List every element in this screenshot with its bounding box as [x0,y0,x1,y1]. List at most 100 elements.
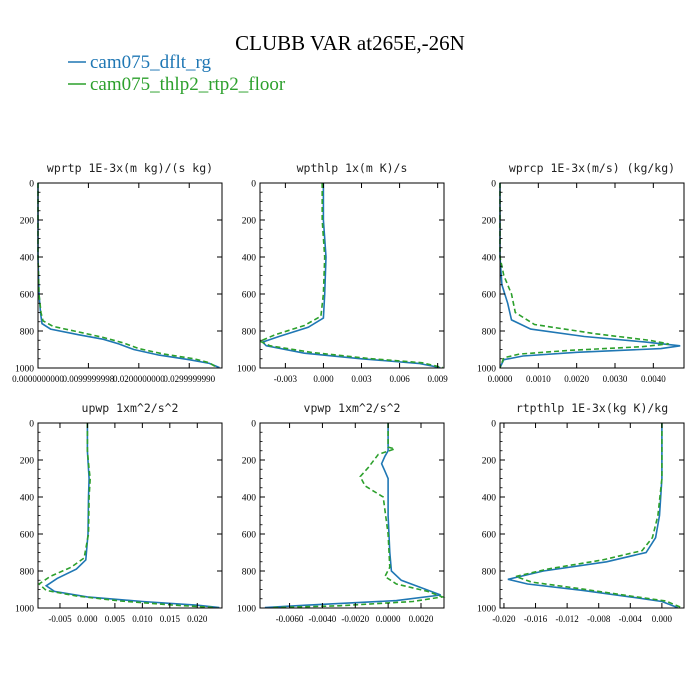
x-tick-label: -0.008 [587,614,611,624]
series-line-floor [258,183,443,369]
x-tick-label: -0.012 [555,614,578,624]
x-tick-label: -0.0060 [276,614,304,624]
x-tick-label: 0.0099999998 [63,374,115,384]
series-line-dflt [37,183,220,369]
y-tick-label: 800 [20,568,35,578]
panel-3: wprcp 1E-3x(m/s) (kg/kg) 0 200 400 600 800 100… [477,161,685,384]
y-tick-label: 0 [29,420,34,430]
x-tick-label: 0.0020 [409,614,434,624]
x-tick-label: 0.0000000000 [12,374,64,384]
panel-title: upwp 1xm^2/s^2 [82,401,179,415]
x-tick-label: 0.003 [351,374,372,384]
x-tick-label: -0.016 [524,614,548,624]
y-tick-label: 600 [482,531,497,541]
x-tick-label: 0.0000 [488,374,513,384]
y-tick-label: 0 [251,420,256,430]
y-tick-label: 0 [491,420,496,430]
panel-5: vpwp 1xm^2/s^2 0 200 400 600 800 1000 -0.0060 -0… [237,401,446,624]
y-tick-label: 800 [242,568,257,578]
y-tick-label: 200 [482,217,497,227]
y-tick-label: 400 [20,254,35,264]
x-tick-label: -0.0020 [341,614,369,624]
figure-title: CLUBB VAR at265E,-26N [235,31,465,55]
plot-frame [259,422,445,609]
x-tick-label: 0.000 [77,614,98,624]
series-line-dflt [44,423,220,609]
x-tick-label: 0.0040 [641,374,666,384]
legend-label-dflt: cam075_dflt_rg [90,52,212,73]
panel-6: rtpthlp 1E-3x(kg K)/kg02004006008001000-… [477,401,685,624]
y-tick-label: 600 [20,291,35,301]
series-line-dflt [264,423,441,609]
y-tick-label: 800 [20,328,35,338]
y-tick-label: 400 [482,494,497,504]
panel-1: wprtp 1E-3x(m kg)/(s kg) 0 200 400 600 800 100… [12,161,223,384]
x-tick-label: 0.000 [652,614,673,624]
y-tick-label: 1000 [15,605,34,615]
x-tick-label: -0.004 [619,614,643,624]
panel-2: wpthlp 1x(m K)/s 0 200 400 600 800 1000 -0.003 0… [237,161,448,384]
y-tick-label: 600 [242,291,257,301]
y-tick-label: 0 [29,180,34,190]
series-line-dflt [507,423,678,609]
x-tick-label: 0.0000 [376,614,401,624]
x-tick-label: 0.015 [160,614,181,624]
y-tick-label: 600 [242,531,257,541]
x-tick-label: 0.010 [132,614,153,624]
x-tick-label: -0.0040 [309,614,337,624]
y-tick-label: 200 [242,457,257,467]
plot-frame [499,182,685,369]
plot-frame [259,182,445,369]
y-tick-label: 400 [242,254,257,264]
panel-title: wpthlp 1x(m K)/s [297,161,408,175]
x-tick-label: 0.005 [105,614,126,624]
plot-frame [37,182,223,369]
x-tick-label: 0.0020 [564,374,589,384]
y-tick-label: 800 [242,328,257,338]
panel-title: vpwp 1xm^2/s^2 [304,401,401,415]
panel-title: wprtp 1E-3x(m kg)/(s kg) [47,161,213,175]
y-tick-label: 1000 [15,365,34,375]
series-line-dflt [499,183,681,368]
y-tick-label: 400 [20,494,35,504]
y-tick-label: 400 [482,254,497,264]
y-tick-label: 1000 [237,365,256,375]
y-tick-label: 1000 [477,365,496,375]
x-tick-label: 0.000 [313,374,334,384]
panel-title: rtpthlp 1E-3x(kg K)/kg [516,401,668,415]
x-tick-label: 0.0299999990 [163,374,215,384]
legend-label-floor: cam075_thlp2_rtp2_floor [90,74,286,95]
x-tick-label: 0.0010 [526,374,551,384]
y-tick-label: 600 [20,531,35,541]
x-tick-label: 0.0030 [603,374,628,384]
series-line-floor [37,423,217,609]
y-tick-label: 200 [20,457,35,467]
x-tick-label: 0.009 [428,374,449,384]
y-tick-label: 0 [251,180,256,190]
legend: cam075_dflt_rg cam075_thlp2_rtp2_floor [68,52,286,95]
plot-frame [37,422,223,609]
y-tick-label: 800 [482,328,497,338]
series-line-floor [499,183,669,368]
series-line-floor [37,183,218,369]
x-tick-label: 0.006 [389,374,410,384]
y-tick-label: 200 [242,217,257,227]
x-tick-label: -0.003 [274,374,298,384]
panels: wprtp 1E-3x(m kg)/(s kg) 0 200 400 600 800 100… [12,161,685,624]
x-tick-label: -0.005 [48,614,72,624]
y-tick-label: 1000 [477,605,496,615]
x-tick-label: 0.020 [187,614,208,624]
x-tick-label: 0.0200000000 [113,374,165,384]
y-tick-label: 400 [242,494,257,504]
y-tick-label: 200 [482,457,497,467]
series-line-dflt [261,183,441,369]
y-tick-label: 0 [491,180,496,190]
y-tick-label: 1000 [237,605,256,615]
y-tick-label: 600 [482,291,497,301]
panel-title: wprcp 1E-3x(m/s) (kg/kg) [509,161,675,175]
y-tick-label: 800 [482,568,497,578]
y-tick-label: 200 [20,217,35,227]
series-line-floor [273,423,446,609]
x-tick-label: -0.020 [492,614,516,624]
